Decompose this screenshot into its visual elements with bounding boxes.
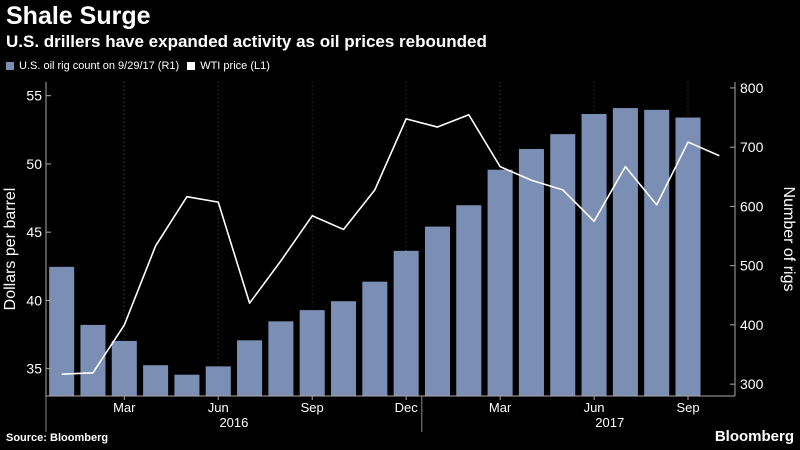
- left-tick-label-45: 45: [26, 224, 42, 240]
- x-tick-label-4: Mar: [489, 400, 512, 415]
- bar-oct-2016: [330, 301, 357, 396]
- legend-swatch-wti: [187, 62, 196, 70]
- bar-mar-2017: [487, 169, 513, 396]
- x-tick-label-0: Mar: [113, 400, 136, 415]
- right-tick-label-400: 400: [740, 317, 764, 333]
- bar-jan-2017: [424, 226, 451, 396]
- year-label-2016: 2016: [219, 415, 248, 430]
- bar-apr-2017: [518, 148, 544, 396]
- chart-subtitle: U.S. drillers have expanded activity as …: [6, 32, 487, 51]
- bar-may-2017: [550, 134, 576, 396]
- axis-layer: 35 40 45 50 55 300 400 500 600 700 800 Mar Jun Sep Dec…: [2, 80, 797, 432]
- left-tick-label-55: 55: [26, 88, 42, 104]
- bar-sep-2017: [675, 117, 701, 396]
- legend-swatch-rig-count: [6, 62, 14, 70]
- y-axis-title-left: Dollars per barrel: [2, 188, 19, 311]
- legend: U.S. oil rig count on 9/29/17 (R1) WTI p…: [6, 60, 278, 72]
- brand-logo: Bloomberg: [714, 428, 794, 445]
- right-tick-label-300: 300: [740, 376, 764, 392]
- right-tick-label-600: 600: [740, 198, 764, 214]
- left-tick-label-50: 50: [26, 156, 42, 172]
- x-tick-label-3: Dec: [395, 400, 419, 415]
- wti-price-line: [61, 113, 720, 375]
- legend-label-wti: WTI price (L1): [200, 60, 270, 72]
- x-tick-label-1: Jun: [208, 400, 229, 415]
- x-tick-label-6: Sep: [676, 400, 699, 415]
- bar-jun-2017: [581, 113, 607, 396]
- bar-aug-2017: [644, 109, 670, 397]
- bar-apr-2016: [143, 365, 169, 396]
- bar-jul-2017: [612, 108, 638, 396]
- right-tick-label-700: 700: [740, 139, 764, 155]
- legend-item-wti: WTI price (L1): [187, 60, 270, 72]
- y-axis-title-right: Number of rigs: [780, 187, 797, 292]
- chart-title: Shale Surge: [6, 2, 151, 30]
- bar-jul-2016: [237, 340, 263, 396]
- bar-aug-2016: [268, 321, 294, 396]
- bar-sep-2016: [299, 310, 325, 396]
- bar-mar-2016: [111, 340, 137, 396]
- legend-item-rig-count: U.S. oil rig count on 9/29/17 (R1): [6, 60, 179, 72]
- bar-feb-2017: [456, 205, 482, 396]
- line-layer: [61, 113, 720, 375]
- right-tick-label-500: 500: [740, 258, 764, 274]
- x-tick-label-2: Sep: [301, 400, 324, 415]
- source-note: Source: Bloomberg: [6, 432, 109, 444]
- bar-jun-2016: [205, 366, 231, 396]
- x-tick-label-5: Jun: [584, 400, 605, 415]
- bar-dec-2016: [393, 250, 419, 396]
- bar-may-2016: [174, 374, 200, 396]
- right-tick-label-800: 800: [740, 80, 764, 96]
- bar-layer: [49, 108, 701, 397]
- bar-nov-2016: [362, 281, 388, 396]
- left-tick-label-35: 35: [26, 361, 42, 377]
- bar-jan-2016: [49, 266, 75, 396]
- left-tick-label-40: 40: [26, 292, 42, 308]
- year-label-2017: 2017: [595, 415, 624, 430]
- legend-label-rig-count: U.S. oil rig count on 9/29/17 (R1): [19, 60, 180, 72]
